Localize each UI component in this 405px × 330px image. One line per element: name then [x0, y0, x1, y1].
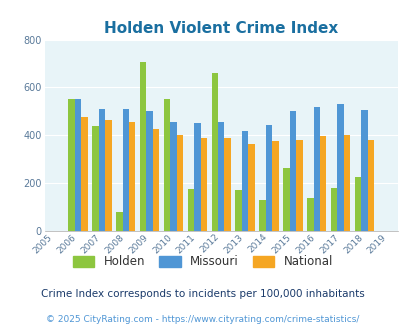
Bar [75, 99, 81, 231]
Bar [306, 198, 313, 231]
Bar [235, 190, 241, 231]
Bar [217, 122, 224, 231]
Bar [211, 73, 217, 231]
Bar [153, 129, 159, 231]
Bar [265, 124, 272, 231]
Bar [81, 117, 87, 231]
Bar [170, 122, 176, 231]
Title: Holden Violent Crime Index: Holden Violent Crime Index [104, 21, 337, 36]
Bar [122, 109, 129, 231]
Text: Crime Index corresponds to incidents per 100,000 inhabitants: Crime Index corresponds to incidents per… [41, 289, 364, 299]
Bar [283, 168, 289, 231]
Bar [272, 141, 278, 231]
Bar [146, 112, 153, 231]
Bar [98, 109, 105, 231]
Bar [200, 138, 207, 231]
Bar [116, 212, 122, 231]
Bar [224, 138, 230, 231]
Bar [248, 144, 254, 231]
Bar [105, 120, 111, 231]
Text: © 2025 CityRating.com - https://www.cityrating.com/crime-statistics/: © 2025 CityRating.com - https://www.city… [46, 315, 359, 324]
Legend: Holden, Missouri, National: Holden, Missouri, National [69, 252, 336, 272]
Bar [360, 110, 367, 231]
Bar [129, 122, 135, 231]
Bar [194, 123, 200, 231]
Bar [68, 99, 75, 231]
Bar [259, 200, 265, 231]
Bar [241, 131, 248, 231]
Bar [187, 189, 194, 231]
Bar [330, 188, 337, 231]
Bar [164, 99, 170, 231]
Bar [289, 112, 295, 231]
Bar [367, 140, 373, 231]
Bar [313, 107, 319, 231]
Bar [176, 135, 183, 231]
Bar [295, 140, 302, 231]
Bar [337, 104, 343, 231]
Bar [140, 62, 146, 231]
Bar [319, 137, 326, 231]
Bar [343, 135, 350, 231]
Bar [354, 177, 360, 231]
Bar [92, 126, 98, 231]
